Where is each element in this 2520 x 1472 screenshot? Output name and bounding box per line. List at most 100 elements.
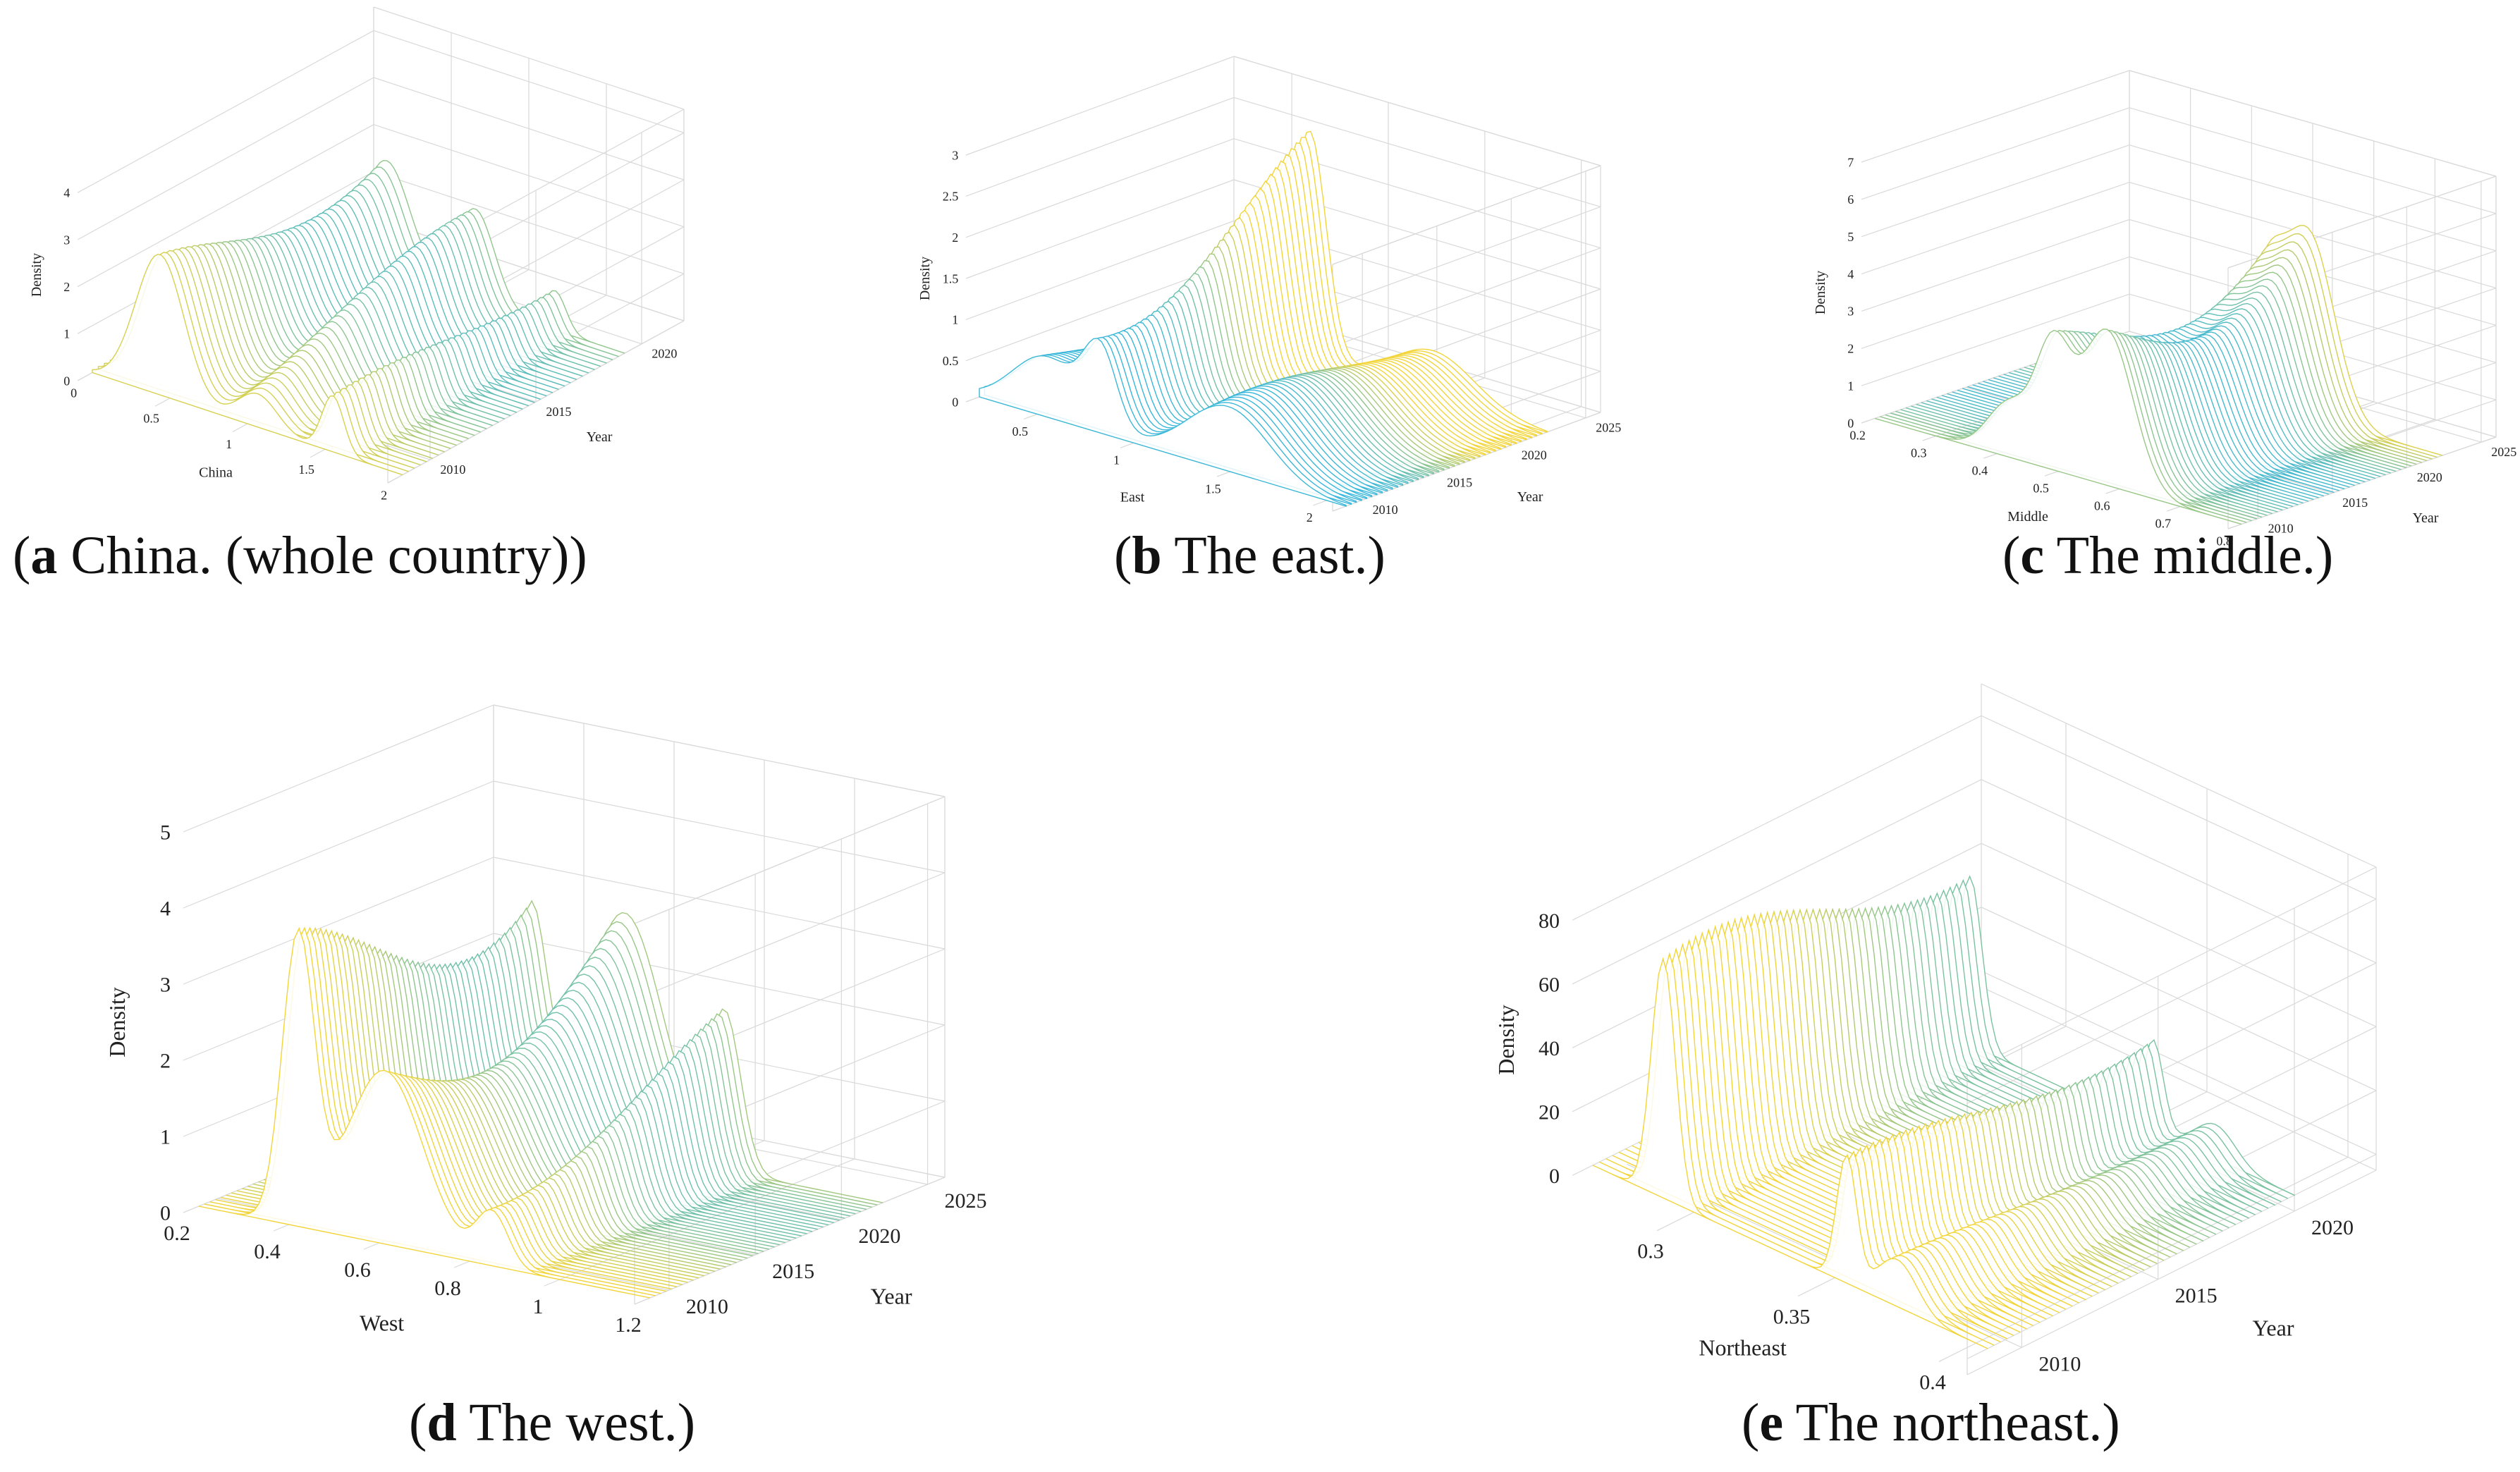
caption-d: (d The west.) bbox=[409, 1393, 695, 1452]
z-axis-label: Density bbox=[917, 257, 933, 300]
z-tick-label: 3 bbox=[952, 148, 958, 162]
y-tick-label: 2025 bbox=[945, 1189, 987, 1213]
grid-line bbox=[1332, 206, 1601, 306]
z-tick-label: 0 bbox=[952, 395, 958, 409]
grid-line bbox=[183, 857, 494, 985]
grid-line bbox=[1332, 247, 1601, 348]
x-axis-label: Middle bbox=[2007, 509, 2048, 525]
y-tick-label: 2015 bbox=[1447, 475, 1472, 489]
caption-b: (b The east.) bbox=[1114, 526, 1386, 585]
x-tick-label: 0.4 bbox=[1919, 1370, 1946, 1394]
z-tick-label: 20 bbox=[1539, 1100, 1560, 1124]
z-tick-label: 0 bbox=[1847, 416, 1854, 430]
z-tick-label: 1 bbox=[1847, 379, 1854, 393]
grid-line bbox=[634, 1177, 946, 1305]
caption-e: (e The northeast.) bbox=[1742, 1393, 2120, 1452]
grid-line bbox=[1981, 715, 2377, 900]
y-axis-label: Year bbox=[587, 429, 613, 445]
grid-line bbox=[1861, 293, 2130, 386]
y-tick-label: 2010 bbox=[440, 462, 465, 477]
caption-c: (c The middle.) bbox=[2002, 526, 2334, 585]
grid-line bbox=[965, 220, 1235, 320]
x-tick-label: 0.2 bbox=[1849, 428, 1866, 442]
y-tick-label: 2025 bbox=[1596, 421, 1621, 435]
grid-line bbox=[1233, 56, 1601, 166]
z-tick-label: 2 bbox=[952, 231, 958, 245]
x-tick-label: 1 bbox=[226, 437, 232, 451]
axes-b: 0.5 1 1.5 2 2010 2015 2020 2025 0 0.5 1 1.5 2 2.5 3 Eas… bbox=[917, 148, 1621, 525]
z-tick-label: 1 bbox=[63, 327, 70, 341]
x-axis-label: China bbox=[199, 465, 233, 481]
grid-line bbox=[1861, 219, 2130, 312]
z-tick-label: 2.5 bbox=[943, 190, 959, 204]
z-tick-label: 4 bbox=[160, 897, 171, 921]
grid-line bbox=[1861, 70, 2130, 163]
y-tick-label: 2025 bbox=[2491, 445, 2516, 459]
y-tick-label: 2015 bbox=[2175, 1284, 2218, 1308]
z-tick-label: 7 bbox=[1847, 155, 1854, 169]
surface-chart-a: 0 0.5 1 1.5 2 2010 2015 2020 0 1 2 3 4 China Year Densi… bbox=[29, 6, 685, 503]
x-tick-label: 0.5 bbox=[2033, 481, 2049, 495]
panel-c: 0.2 0.3 0.4 0.5 0.6 0.7 0.8 2010 2015 2020 2025 0 1 2… bbox=[1805, 7, 2516, 548]
y-tick-label: 2020 bbox=[2311, 1216, 2354, 1239]
x-tick-label: 0.3 bbox=[1637, 1240, 1664, 1263]
x-tick-label: 1 bbox=[533, 1295, 544, 1318]
x-tick-label: 1.5 bbox=[298, 462, 314, 477]
surface-curve bbox=[979, 338, 1347, 507]
z-tick-label: 3 bbox=[63, 233, 70, 247]
axes-a: 0 0.5 1 1.5 2 2010 2015 2020 0 1 2 3 4 China Year Densi… bbox=[29, 186, 677, 503]
grid-line bbox=[1967, 1153, 2377, 1359]
y-tick-label: 2015 bbox=[2342, 496, 2368, 510]
axes-e: 0.3 0.35 0.4 2010 2015 2020 0 20 40 60 80 Northeast… bbox=[1493, 909, 2354, 1394]
y-axis-label: Year bbox=[871, 1284, 912, 1309]
grid-line bbox=[2227, 436, 2497, 529]
x-tick-label: 0.7 bbox=[2155, 516, 2172, 530]
grid-line bbox=[1981, 986, 2377, 1171]
z-tick-label: 60 bbox=[1539, 973, 1560, 996]
z-axis-label: Density bbox=[29, 253, 44, 297]
surface-chart-c: 0.2 0.3 0.4 0.5 0.6 0.7 0.8 2010 2015 2020 2025 0 1 2… bbox=[1813, 70, 2516, 548]
z-tick-label: 0.5 bbox=[943, 354, 959, 368]
z-tick-label: 3 bbox=[1847, 305, 1854, 319]
x-tick-label: 2 bbox=[1307, 510, 1313, 525]
z-tick-label: 4 bbox=[1847, 267, 1854, 281]
grid-line bbox=[1938, 1156, 2349, 1362]
grid-line bbox=[965, 179, 1235, 279]
grid-line bbox=[1967, 1170, 2377, 1375]
y-tick-label: 2020 bbox=[652, 347, 677, 361]
grid-line bbox=[373, 6, 685, 110]
grid-line bbox=[1861, 256, 2130, 349]
x-tick-label: 0 bbox=[71, 386, 77, 400]
z-axis-label: Density bbox=[1493, 1005, 1519, 1075]
z-axis-label: Density bbox=[1813, 271, 1828, 314]
grid-line bbox=[1861, 107, 2130, 200]
z-tick-label: 80 bbox=[1539, 909, 1560, 933]
grid-line bbox=[634, 872, 946, 1000]
x-axis-label: West bbox=[360, 1310, 404, 1335]
z-tick-label: 2 bbox=[160, 1050, 171, 1073]
surface-d bbox=[198, 900, 883, 1299]
grid-line bbox=[1967, 898, 2377, 1104]
grid-line bbox=[493, 780, 946, 873]
z-tick-label: 3 bbox=[160, 974, 171, 997]
y-axis-label: Year bbox=[2253, 1315, 2294, 1341]
z-tick-label: 2 bbox=[63, 280, 70, 294]
surface-chart-d: 0.2 0.4 0.6 0.8 1 1.2 2010 2015 2020 2025 0 1 2 3 4 5 We… bbox=[104, 704, 987, 1337]
x-tick-label: 0.6 bbox=[344, 1258, 371, 1282]
y-tick-label: 2010 bbox=[1373, 503, 1398, 517]
z-tick-label: 40 bbox=[1539, 1037, 1560, 1060]
grid-line bbox=[1861, 145, 2130, 238]
grid-line bbox=[77, 30, 374, 193]
panel-b: 0.5 1 1.5 2 2010 2015 2020 2025 0 0.5 1 1.5 2 2.5 3 Eas… bbox=[910, 7, 1621, 525]
x-tick-label: 0.8 bbox=[2216, 534, 2232, 548]
surface-b bbox=[979, 130, 1548, 507]
z-tick-label: 0 bbox=[1549, 1165, 1560, 1188]
y-axis-label: Year bbox=[2413, 510, 2439, 526]
z-axis-label: Density bbox=[104, 987, 130, 1057]
grid-line bbox=[544, 1158, 855, 1287]
grid-line bbox=[1572, 715, 1982, 921]
surface-a bbox=[92, 159, 625, 476]
surface-chart-e: 0.3 0.35 0.4 2010 2015 2020 0 20 40 60 80 Northeast… bbox=[1493, 683, 2377, 1394]
grid-line bbox=[493, 933, 946, 1026]
x-axis-label: Northeast bbox=[1699, 1335, 1787, 1360]
